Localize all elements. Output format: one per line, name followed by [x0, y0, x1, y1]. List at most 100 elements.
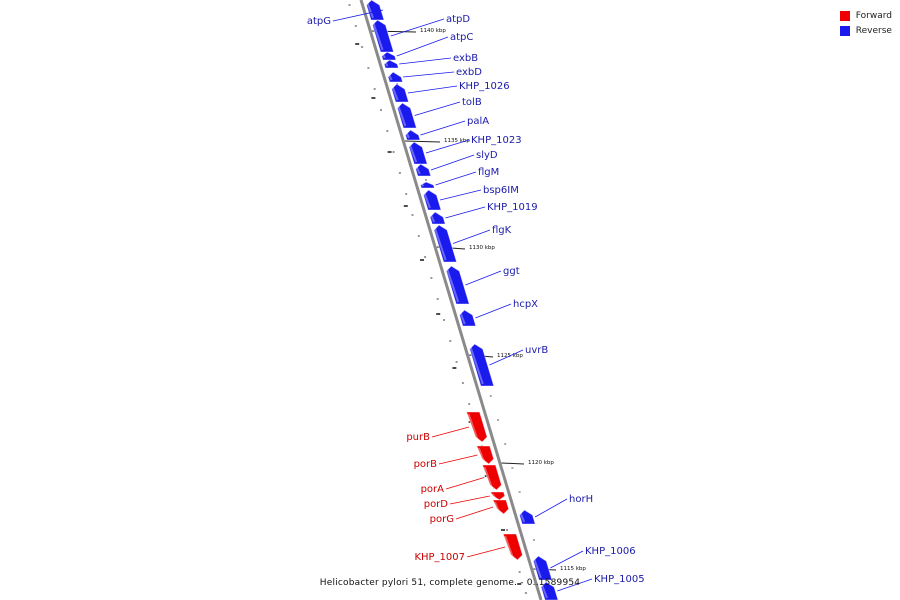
- gene-label-flgM[interactable]: flgM: [478, 167, 499, 178]
- gene-label-hcpX[interactable]: hcpX: [513, 299, 538, 310]
- gene-label-atpD[interactable]: atpD: [446, 14, 470, 25]
- gene-highlight: [433, 226, 447, 261]
- gene-leader-line: [466, 546, 506, 558]
- gene-leader-line: [407, 85, 458, 94]
- legend-label-forward: Forward: [855, 10, 892, 21]
- gene-leader-line: [489, 349, 524, 366]
- gene-arrow-porD[interactable]: [489, 491, 506, 501]
- gene-arrow-flgK[interactable]: [433, 224, 458, 263]
- gene-arrow-porA[interactable]: [481, 464, 502, 491]
- gene-arrow-horH[interactable]: [519, 509, 536, 525]
- gene-highlight: [384, 61, 389, 67]
- gene-arrow-porG[interactable]: [492, 499, 510, 515]
- gene-label-uvrB[interactable]: uvrB: [525, 345, 548, 356]
- gene-highlight: [445, 267, 460, 303]
- gene-highlight: [469, 345, 484, 385]
- gene-arrow-ggt[interactable]: [445, 265, 470, 305]
- gene-arrow-atpD[interactable]: [372, 19, 395, 53]
- gene-arrow-exbD[interactable]: [387, 71, 404, 83]
- gene-highlight: [420, 183, 425, 187]
- gene-leader-line: [403, 71, 455, 78]
- legend-swatch-reverse: [839, 25, 850, 36]
- gene-arrow-flgM[interactable]: [420, 181, 435, 189]
- gene-arrow-KHP_1007[interactable]: [502, 533, 523, 561]
- gene-label-palA[interactable]: palA: [467, 116, 489, 127]
- gene-arrow-atpC[interactable]: [381, 51, 397, 61]
- gene-highlight: [429, 213, 436, 223]
- gene-layer: [366, 0, 559, 600]
- gene-arrow-purB[interactable]: [466, 411, 488, 443]
- legend-item-forward[interactable]: Forward: [839, 8, 892, 23]
- gene-leader-line: [431, 426, 470, 438]
- gene-label-purB[interactable]: purB: [406, 432, 430, 443]
- gene-arrow-uvrB[interactable]: [469, 343, 495, 387]
- gene-leader-line: [332, 9, 384, 22]
- gene-arrow-atpG[interactable]: [366, 0, 385, 21]
- legend-swatch-forward: [839, 10, 850, 21]
- gene-arrow-KHP_1005[interactable]: [540, 581, 559, 600]
- gene-label-KHP_1006[interactable]: KHP_1006: [585, 546, 636, 557]
- gene-highlight: [396, 104, 407, 127]
- gene-label-horH[interactable]: horH: [569, 494, 593, 505]
- gene-highlight: [491, 493, 496, 499]
- gene-leader-line: [452, 229, 491, 244]
- gene-label-KHP_1026[interactable]: KHP_1026: [459, 81, 510, 92]
- gene-label-exbB[interactable]: exbB: [453, 53, 478, 64]
- gene-arrow-tolB[interactable]: [396, 102, 417, 129]
- legend-item-reverse[interactable]: Reverse: [839, 23, 892, 38]
- gene-label-porA[interactable]: porA: [421, 484, 445, 495]
- gene-label-porG[interactable]: porG: [430, 514, 454, 525]
- gene-leader-line: [396, 36, 449, 57]
- gene-leader-line: [425, 139, 470, 154]
- gene-label-porB[interactable]: porB: [414, 459, 438, 470]
- gene-label-KHP_1007[interactable]: KHP_1007: [414, 552, 465, 563]
- gene-label-atpG[interactable]: atpG: [307, 16, 331, 27]
- gene-arrow-KHP_1019[interactable]: [429, 211, 446, 225]
- map-caption: Helicobacter pylori 51, complete genome.…: [319, 578, 581, 588]
- gene-arrow-porB[interactable]: [476, 445, 495, 465]
- gene-highlight: [519, 511, 526, 523]
- gene-label-atpC[interactable]: atpC: [450, 32, 473, 43]
- gene-highlight: [366, 1, 374, 19]
- gene-label-exbD[interactable]: exbD: [456, 67, 482, 78]
- gene-highlight: [467, 413, 479, 441]
- gene-label-flgK[interactable]: flgK: [492, 225, 512, 236]
- genome-axis-line: [359, 0, 543, 600]
- gene-leader-line: [445, 206, 486, 219]
- gene-leader-line: [455, 506, 494, 520]
- gene-label-bsp6IM[interactable]: bsp6IM: [483, 185, 519, 196]
- gene-label-slyD[interactable]: slyD: [476, 150, 498, 161]
- gene-highlight: [372, 21, 384, 51]
- gene-highlight: [387, 73, 393, 81]
- gene-highlight: [540, 583, 548, 599]
- gene-arrow-exbB[interactable]: [383, 59, 399, 69]
- gene-arrow-hcpX[interactable]: [459, 309, 477, 327]
- kbp-tick-label: 1140 kbp: [420, 28, 446, 34]
- kbp-tick-label: 1135 kbp: [444, 138, 470, 144]
- gene-arrow-palA[interactable]: [405, 129, 421, 141]
- gene-highlight: [423, 191, 431, 209]
- gene-label-KHP_1005[interactable]: KHP_1005: [594, 574, 645, 585]
- gene-leader-line: [414, 101, 461, 116]
- gene-label-KHP_1019[interactable]: KHP_1019: [487, 202, 538, 213]
- gene-leader-line: [449, 495, 490, 505]
- gene-highlight: [391, 85, 399, 101]
- gene-highlight: [483, 466, 493, 489]
- gene-label-porD[interactable]: porD: [424, 499, 449, 510]
- gene-arrow-slyD[interactable]: [415, 163, 432, 177]
- gene-arrow-bsp6IM[interactable]: [423, 189, 442, 211]
- gene-arrow-KHP_1006[interactable]: [532, 555, 553, 581]
- gene-arrow-KHP_1023[interactable]: [408, 141, 428, 165]
- gene-arrow-KHP_1026[interactable]: [391, 83, 410, 103]
- gene-label-KHP_1023[interactable]: KHP_1023: [471, 135, 522, 146]
- label-layer: atpG atpD atpC exbB exbD KHP_1026 tolB palA KHP_…: [307, 9, 645, 592]
- gene-label-tolB[interactable]: tolB: [462, 97, 482, 108]
- gene-leader-line: [430, 154, 475, 171]
- gene-leader-line: [420, 120, 466, 136]
- gene-leader-line: [534, 498, 568, 518]
- gene-label-ggt[interactable]: ggt: [503, 266, 520, 277]
- gene-leader-line: [399, 57, 452, 65]
- gene-leader-line: [438, 454, 478, 465]
- gene-highlight: [381, 53, 386, 59]
- kbp-tick-label: 1115 kbp: [560, 566, 586, 572]
